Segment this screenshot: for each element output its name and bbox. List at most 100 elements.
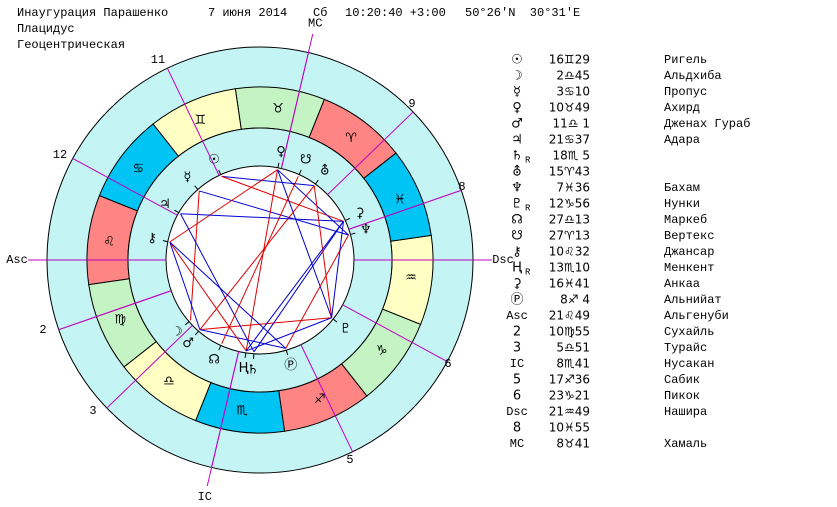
aspect-line bbox=[285, 234, 349, 349]
aspect-line bbox=[221, 175, 315, 187]
row-star: Дженах Гураб bbox=[664, 117, 750, 131]
row-pos: 7♓36 bbox=[556, 181, 590, 195]
row-pos: 15♈43 bbox=[549, 165, 590, 179]
planet-tick bbox=[194, 330, 199, 336]
sign-glyph: ♌ bbox=[103, 234, 115, 249]
house-number: 11 bbox=[151, 53, 165, 67]
row-symbol: ☽ bbox=[511, 69, 523, 84]
planet-tick bbox=[285, 350, 289, 356]
aspect-line bbox=[331, 221, 344, 318]
aspect-line bbox=[277, 169, 349, 236]
row-pos: 27♎13 bbox=[549, 213, 590, 227]
row-symbol: Ⓟ bbox=[510, 293, 523, 308]
axis-label: IC bbox=[198, 490, 212, 504]
aspect-line bbox=[245, 317, 332, 352]
row-retro: R bbox=[525, 267, 531, 277]
house-number: 8 bbox=[458, 180, 465, 194]
row-pos: 17♐36 bbox=[549, 373, 590, 387]
house-number: 9 bbox=[408, 97, 415, 111]
row-star: Ригель bbox=[664, 53, 707, 67]
row-star: Адара bbox=[664, 133, 700, 147]
row-star: Джансар bbox=[664, 245, 714, 259]
row-pos: 8♉41 bbox=[556, 437, 590, 451]
row-star: Маркеб bbox=[664, 213, 707, 227]
row-star: Пропус bbox=[664, 85, 707, 99]
aspect-line bbox=[277, 169, 333, 318]
aspect-line bbox=[169, 241, 247, 352]
row-pos: 23♑21 bbox=[549, 389, 590, 403]
aspect-line bbox=[245, 169, 279, 352]
row-pos: 21♒49 bbox=[549, 405, 590, 419]
planet-tick bbox=[218, 345, 222, 351]
house-number: 5 bbox=[346, 453, 353, 467]
aspect-line bbox=[199, 329, 286, 349]
row-retro: R bbox=[525, 203, 531, 213]
row-symbol: 8 bbox=[513, 421, 521, 436]
axis-label: Asc bbox=[6, 253, 28, 267]
row-symbol: ⚷ bbox=[512, 245, 522, 260]
planet-tick bbox=[350, 232, 356, 235]
row-star: Анкаа bbox=[664, 277, 700, 291]
title: Инаугурация Парашенко bbox=[17, 6, 168, 20]
planet-glyph: ♇ bbox=[340, 322, 352, 337]
row-star: Турайс bbox=[664, 341, 707, 355]
row-symbol: ⚳ bbox=[512, 277, 522, 292]
axis-label: MC bbox=[308, 17, 322, 31]
row-pos: 8♐ 4 bbox=[560, 293, 590, 307]
row-pos: 2♎45 bbox=[556, 69, 590, 83]
house-cusp bbox=[280, 33, 314, 169]
row-symbol: 5 bbox=[513, 373, 521, 388]
planet-glyph: Ⱨ bbox=[239, 361, 249, 376]
row-pos: 10♓55 bbox=[549, 421, 590, 435]
table: ☉ 16♊29 Ригель ☽ 2♎45 Альдхиба ☿ 3♋10 Пропус ♀ 10♉… bbox=[506, 53, 750, 452]
aspect-line bbox=[169, 241, 201, 330]
house-cusp bbox=[300, 344, 354, 453]
planet-glyph: ♄ bbox=[247, 362, 259, 377]
row-star: Нашира bbox=[664, 405, 707, 419]
aspect-line bbox=[199, 190, 349, 236]
row-pos: 10♍55 bbox=[549, 325, 590, 339]
row-star: Пикок bbox=[664, 389, 700, 403]
row-star: Менкент bbox=[664, 261, 714, 275]
sign-glyph: ♑ bbox=[376, 344, 388, 359]
house-number: 3 bbox=[89, 404, 96, 418]
aspect-line bbox=[180, 213, 344, 222]
planet-glyph: ⛢ bbox=[320, 164, 330, 179]
row-star: Альгенуби bbox=[664, 309, 729, 323]
row-pos: 11♎ 1 bbox=[553, 117, 590, 131]
row-pos: 27♈13 bbox=[549, 229, 590, 243]
planet-tick bbox=[298, 169, 302, 175]
house-cusp bbox=[58, 290, 172, 331]
row-symbol: ☋ bbox=[511, 229, 523, 244]
sign-glyph: ♎ bbox=[163, 374, 175, 389]
aspect-line bbox=[253, 221, 344, 353]
sign-glyph: ♒ bbox=[405, 271, 417, 286]
planet-tick bbox=[174, 209, 180, 214]
house-cusp bbox=[327, 111, 414, 196]
row-symbol: ♂ bbox=[511, 117, 523, 132]
planet-glyph: ♀ bbox=[276, 145, 286, 160]
date: 7 июня 2014 bbox=[208, 6, 287, 20]
planet-tick bbox=[314, 179, 319, 185]
row-pos: 10♌32 bbox=[549, 245, 590, 259]
row-pos: 16♓41 bbox=[549, 277, 590, 291]
row-symbol: ♀ bbox=[512, 101, 522, 116]
row-pos: 8♏41 bbox=[556, 357, 590, 371]
mode: Геоцентрическая bbox=[17, 38, 125, 52]
planet-glyph: ♆ bbox=[360, 223, 372, 238]
planet-glyph: ⚳ bbox=[355, 206, 365, 221]
aspect-line bbox=[221, 175, 344, 222]
planet-glyph: ☿ bbox=[183, 170, 191, 185]
planet-glyph: ☋ bbox=[300, 152, 312, 167]
planet-tick bbox=[162, 240, 168, 243]
sign-glyph: ♋ bbox=[132, 161, 144, 176]
row-symbol: ♆ bbox=[511, 181, 523, 196]
row-pos: 16♊29 bbox=[549, 53, 590, 67]
row-symbol: ♄ bbox=[511, 149, 523, 164]
sign-glyph: ♉ bbox=[272, 102, 284, 117]
row-symbol: ♃ bbox=[511, 133, 523, 148]
wheel: ♈ ♉ ♊ ♋ ♌ ♍ ♎ ♏ ♐ ♑ ♒ ♓ Asc IC Dsc MC 11 9 8 12 2 3 6 5 ☉ ☽ ☿ ♀ ♂ ♃ ♄ ⛢… bbox=[6, 17, 514, 504]
row-symbol: Ⱨ bbox=[512, 261, 522, 276]
aspect-line bbox=[169, 169, 278, 243]
